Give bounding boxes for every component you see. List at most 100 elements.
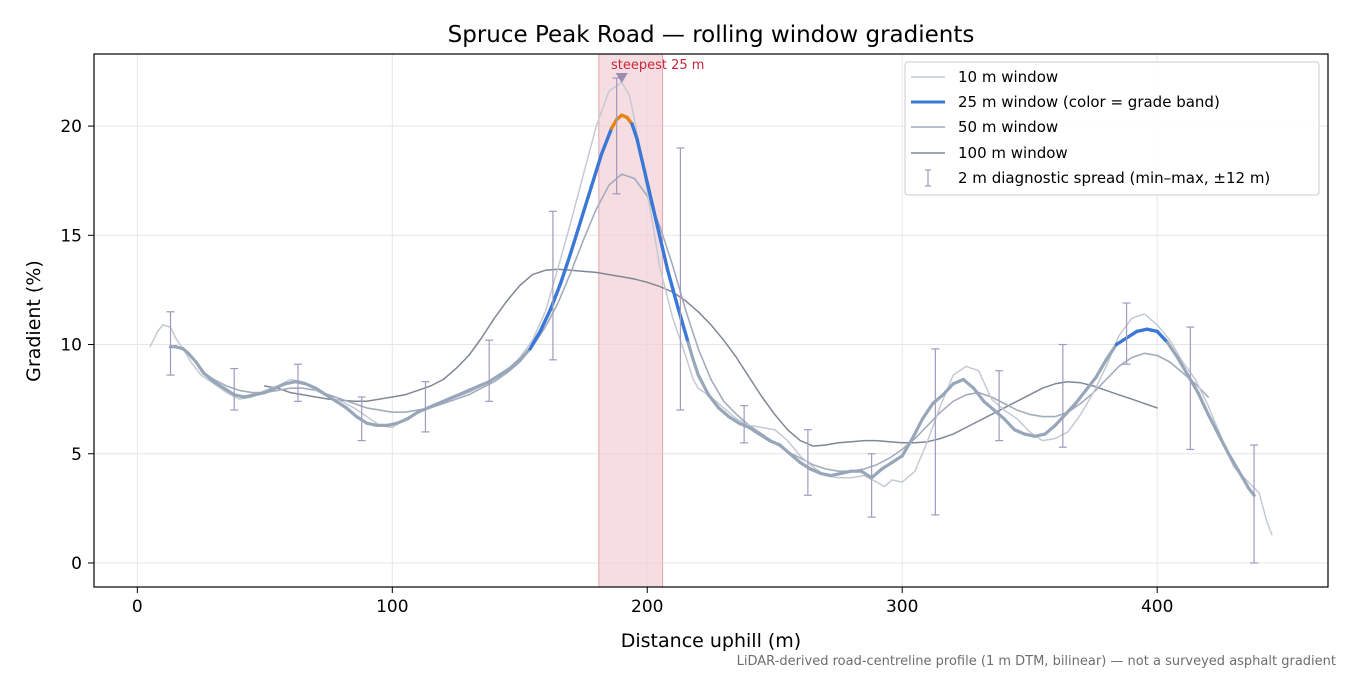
x-tick-label: 100 — [376, 597, 408, 617]
series-segment-25m — [1186, 373, 1200, 395]
series-segment-25m — [757, 432, 772, 443]
series-segment-25m — [829, 471, 843, 478]
series-segment-25m — [324, 393, 338, 403]
series-segment-25m — [1135, 327, 1149, 334]
spread-bar — [867, 453, 876, 518]
spread-bar — [740, 405, 749, 444]
spread-bar — [931, 348, 940, 516]
series-segment-25m — [518, 347, 532, 362]
series-segment-25m — [365, 421, 379, 427]
series-segment-25m — [1206, 412, 1221, 436]
series-segment-25m — [579, 185, 593, 222]
series-segment-25m — [1033, 432, 1047, 438]
y-tick-label: 0 — [71, 554, 82, 574]
series-segment-25m — [477, 380, 491, 388]
chart-title: Spruce Peak Road — rolling window gradie… — [448, 22, 975, 48]
spread-bar — [1122, 302, 1131, 365]
series-segment-25m — [1114, 336, 1129, 347]
footnote: LiDAR-derived road-centreline profile (1… — [737, 654, 1336, 669]
series-segment-25m — [242, 393, 257, 399]
spread-bar — [548, 210, 557, 361]
series-segment-25m — [1226, 452, 1241, 473]
series-segment-25m — [395, 417, 410, 425]
series-segment-25m — [548, 281, 563, 312]
series-segment-25m — [1084, 375, 1098, 392]
series-segment-25m — [1063, 401, 1078, 416]
steepest-band — [598, 53, 664, 588]
x-tick-label: 200 — [631, 597, 663, 617]
series-segment-25m — [655, 224, 670, 272]
legend: 10 m window 25 m window (color = grade b… — [904, 61, 1320, 196]
spread-bar — [1186, 326, 1195, 450]
series-segment-25m — [666, 268, 680, 310]
series-segment-25m — [920, 401, 935, 421]
series-segment-25m — [385, 421, 399, 427]
y-tick-label: 5 — [71, 445, 82, 465]
spread-bar — [230, 367, 239, 411]
series-segment-25m — [982, 399, 996, 412]
x-tick-label: 400 — [1141, 597, 1173, 617]
series-segment-25m — [1012, 428, 1027, 436]
series-segment-25m — [186, 351, 198, 364]
series-segment-25m — [1165, 340, 1180, 360]
spread-bar — [1250, 444, 1259, 564]
x-tick-label: 0 — [132, 597, 143, 617]
series-segment-25m — [1237, 469, 1251, 491]
series-segment-25m — [686, 340, 695, 362]
series-line-50m — [200, 173, 1209, 472]
series-segment-25m — [304, 382, 318, 390]
series-segment-25m — [467, 384, 481, 392]
series-segment-25m — [778, 443, 792, 456]
series-segment-25m — [818, 471, 833, 478]
spread-bar — [676, 147, 685, 411]
series-segment-25m — [839, 469, 853, 475]
series-segment-25m — [951, 377, 966, 386]
series-segment-25m — [630, 122, 639, 141]
series-segment-25m — [767, 439, 782, 447]
series-segment-25m — [910, 417, 925, 441]
series-segment-25m — [253, 391, 267, 397]
series-segment-25m — [1022, 432, 1037, 438]
series-segment-25m — [1247, 487, 1256, 497]
series-segment-25m — [635, 137, 649, 185]
series-segment-25m — [869, 467, 884, 480]
series-segment-25m — [599, 126, 614, 157]
series-segment-25m — [1043, 423, 1057, 436]
series-segment-25m — [691, 358, 700, 377]
series-segment-25m — [487, 373, 501, 384]
legend-frame — [904, 61, 1320, 196]
y-tick-label: 10 — [60, 336, 82, 356]
series-segment-25m — [589, 152, 604, 190]
spread-bar — [995, 370, 1004, 442]
axes-frame — [93, 53, 1329, 588]
series-segment-25m — [202, 371, 216, 384]
spread-bar — [293, 363, 302, 402]
series-segment-25m — [706, 393, 721, 410]
series-segment-25m — [727, 415, 741, 425]
series-segment-25m — [676, 305, 690, 344]
series-segment-25m — [1145, 327, 1159, 334]
spread-bar — [485, 339, 494, 402]
series-segment-25m — [1002, 417, 1017, 432]
series-segment-25m — [931, 393, 945, 406]
series-segment-25m — [890, 454, 904, 465]
series-segment-25m — [900, 436, 915, 458]
series-segment-25m — [528, 329, 542, 351]
series-segment-25m — [436, 397, 450, 406]
series-segment-25m — [1155, 329, 1170, 344]
series-segment-25m — [1104, 342, 1119, 362]
series-segment-25m — [538, 307, 553, 334]
series-segment-25m — [457, 388, 471, 397]
series-segment-25m — [696, 373, 711, 397]
series-segment-25m — [569, 218, 583, 255]
y-tick-label: 20 — [60, 117, 82, 137]
spread-bar — [1058, 343, 1067, 448]
series-segment-25m — [716, 406, 731, 419]
series-segment-25m — [263, 386, 277, 395]
series-segment-25m — [232, 393, 246, 399]
series-segment-25m — [961, 377, 976, 390]
series-segment-25m — [508, 358, 522, 371]
series-segment-25m — [212, 380, 226, 390]
series-segment-25m — [558, 251, 573, 286]
